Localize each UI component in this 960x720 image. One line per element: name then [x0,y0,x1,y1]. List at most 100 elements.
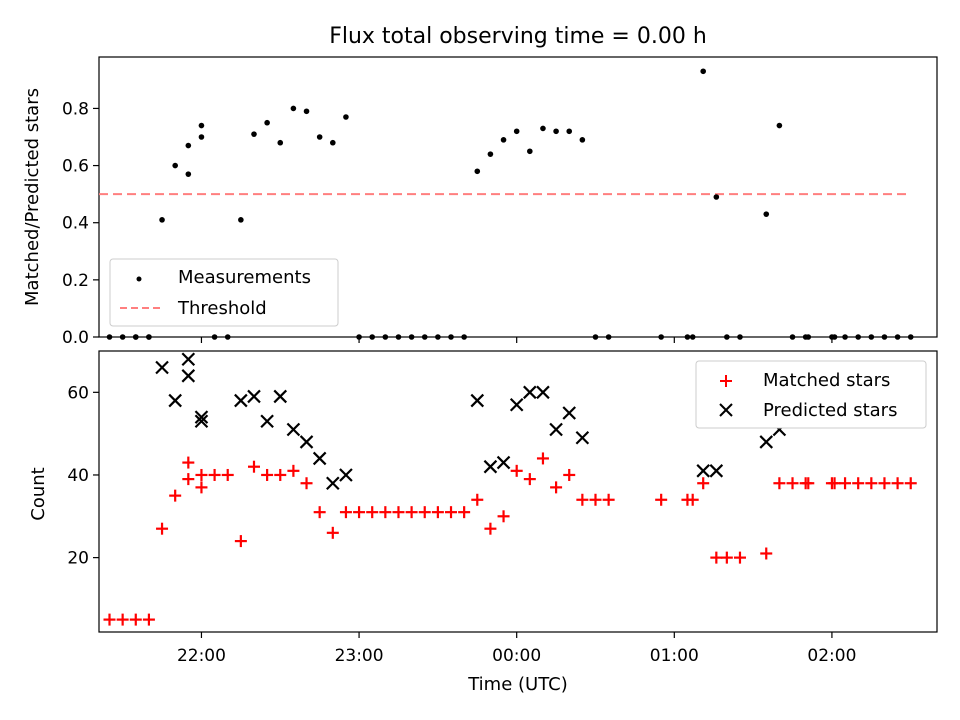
y-tick-label: 0.6 [62,157,89,177]
matched-point [576,493,589,506]
matched-point [510,464,523,477]
matched-point [536,452,549,465]
matched-point [484,522,497,535]
measurement-point [159,217,165,223]
measurement-point [264,119,270,126]
measurement-point [566,128,573,135]
measurement-point [224,334,231,340]
measurement-point [277,139,284,146]
predicted-point [326,476,340,491]
matched-point [103,613,116,626]
y-tick-label: 0.4 [62,214,89,234]
predicted-point [575,431,590,445]
measurement-point [421,334,428,340]
matched-point [655,493,668,506]
measurement-point [579,137,586,143]
measurement-point [605,334,612,340]
bottom-legend-box [695,360,927,429]
measurement-point [553,128,559,135]
matched-point [828,477,841,490]
measurement-point [894,334,901,340]
measurement-point [316,134,323,140]
legend-threshold-label: Threshold [177,298,267,319]
x-tick-label: 01:00 [650,646,699,666]
top-y-axis-label: Matched/Predicted stars [22,88,43,306]
y-tick-label: 20 [67,549,89,569]
y-tick-label: 0.8 [62,99,89,119]
matched-point [300,477,313,490]
matched-point [760,547,773,560]
measurement-point [500,137,507,143]
measurement-point [789,334,796,340]
x-tick-label: 02:00 [807,646,856,666]
matched-point [418,506,431,519]
measurement-point [198,122,205,129]
predicted-point [709,464,724,478]
predicted-point [168,393,182,408]
measurement-point [185,142,192,149]
measurement-point [868,334,875,340]
matched-point [865,477,878,490]
legend-measurements-label: Measurements [178,267,311,288]
predicted-point [523,385,537,400]
predicted-point [299,435,314,449]
matched-point [234,535,247,548]
predicted-point [260,414,274,429]
predicted-point [273,389,288,404]
plot-frame [98,56,938,338]
predicted-point [339,468,353,482]
matched-point [261,468,274,481]
predicted-point [312,451,327,466]
matched-point [129,613,142,626]
bottom-legend: Matched stars Predicted stars [695,360,927,429]
predicted-point [536,385,550,400]
predicted-point [194,410,209,424]
predicted-point [194,414,209,429]
measurement-point [776,122,783,129]
matched-point [891,477,904,490]
bottom-panel: 20 40 60 22:00 23:00 00:00 01:00 02:00 [67,350,938,666]
x-tick-label: 00:00 [492,646,541,666]
matched-point [195,481,208,494]
matched-point [563,468,576,481]
measurement-point [540,125,546,132]
matched-point [247,460,260,473]
measurement-point [356,334,362,340]
measurement-point [684,334,691,340]
y-tick-label: 60 [67,383,89,403]
x-tick-label: 22:00 [177,646,226,666]
matched-point [733,551,746,564]
matched-point [550,481,563,494]
measurement-point [238,217,244,223]
predicted-point [496,455,511,470]
legend-predicted-label: Predicted stars [763,400,897,421]
matched-point [287,464,300,477]
measurement-point [290,105,297,112]
predicted-point [286,422,301,437]
predicted-point [234,393,248,408]
predicted-point [247,389,261,404]
matched-point [274,468,287,481]
matched-point [458,506,471,519]
measurement-point [724,334,730,340]
measurement-point [343,114,349,120]
measurement-point [907,334,914,340]
matched-point [208,468,221,481]
measurement-point [185,171,192,177]
measurement-point [658,334,664,340]
measurement-point [805,334,812,340]
matched-point [313,506,326,519]
measurement-point [855,334,861,340]
predicted-point [181,352,196,367]
matched-point [366,506,379,519]
matched-point [471,493,484,506]
matched-point [116,613,129,626]
matched-point [710,551,723,564]
measurement-point [408,334,415,340]
predicted-point [549,422,563,437]
measurement-point [435,334,441,340]
matched-point [339,506,352,519]
measurement-point [527,148,533,155]
matched-point [589,493,602,506]
measurement-point [448,334,454,340]
